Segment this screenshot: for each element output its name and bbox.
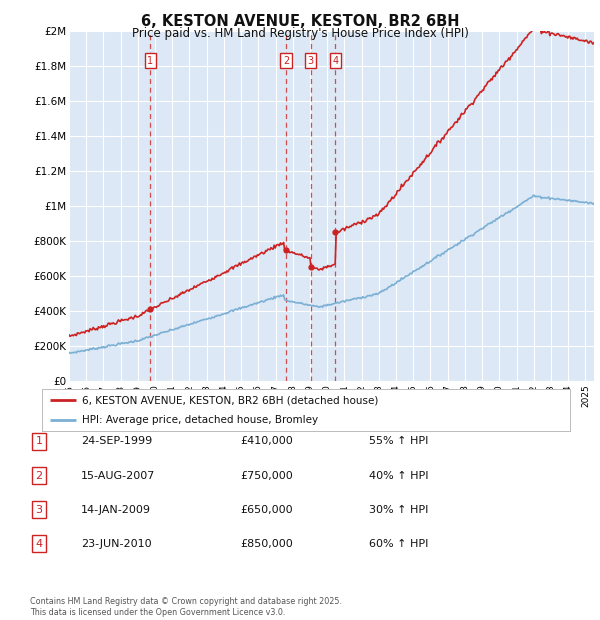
Text: £650,000: £650,000 [240, 505, 293, 515]
Text: 40% ↑ HPI: 40% ↑ HPI [369, 471, 428, 480]
Text: £850,000: £850,000 [240, 539, 293, 549]
Text: £750,000: £750,000 [240, 471, 293, 480]
Text: 3: 3 [35, 505, 43, 515]
Text: 2: 2 [283, 56, 289, 66]
Text: Contains HM Land Registry data © Crown copyright and database right 2025.
This d: Contains HM Land Registry data © Crown c… [30, 598, 342, 617]
Text: HPI: Average price, detached house, Bromley: HPI: Average price, detached house, Brom… [82, 415, 318, 425]
Text: 1: 1 [148, 56, 154, 66]
Text: 55% ↑ HPI: 55% ↑ HPI [369, 436, 428, 446]
Text: 15-AUG-2007: 15-AUG-2007 [81, 471, 155, 480]
Text: 23-JUN-2010: 23-JUN-2010 [81, 539, 152, 549]
Text: 60% ↑ HPI: 60% ↑ HPI [369, 539, 428, 549]
Text: 4: 4 [332, 56, 338, 66]
Text: 6, KESTON AVENUE, KESTON, BR2 6BH (detached house): 6, KESTON AVENUE, KESTON, BR2 6BH (detac… [82, 395, 378, 405]
Text: Price paid vs. HM Land Registry's House Price Index (HPI): Price paid vs. HM Land Registry's House … [131, 27, 469, 40]
Text: 30% ↑ HPI: 30% ↑ HPI [369, 505, 428, 515]
Text: £410,000: £410,000 [240, 436, 293, 446]
Text: 24-SEP-1999: 24-SEP-1999 [81, 436, 152, 446]
Text: 14-JAN-2009: 14-JAN-2009 [81, 505, 151, 515]
Text: 2: 2 [35, 471, 43, 480]
Text: 4: 4 [35, 539, 43, 549]
Text: 6, KESTON AVENUE, KESTON, BR2 6BH: 6, KESTON AVENUE, KESTON, BR2 6BH [141, 14, 459, 29]
Text: 1: 1 [35, 436, 43, 446]
Text: 3: 3 [308, 56, 314, 66]
